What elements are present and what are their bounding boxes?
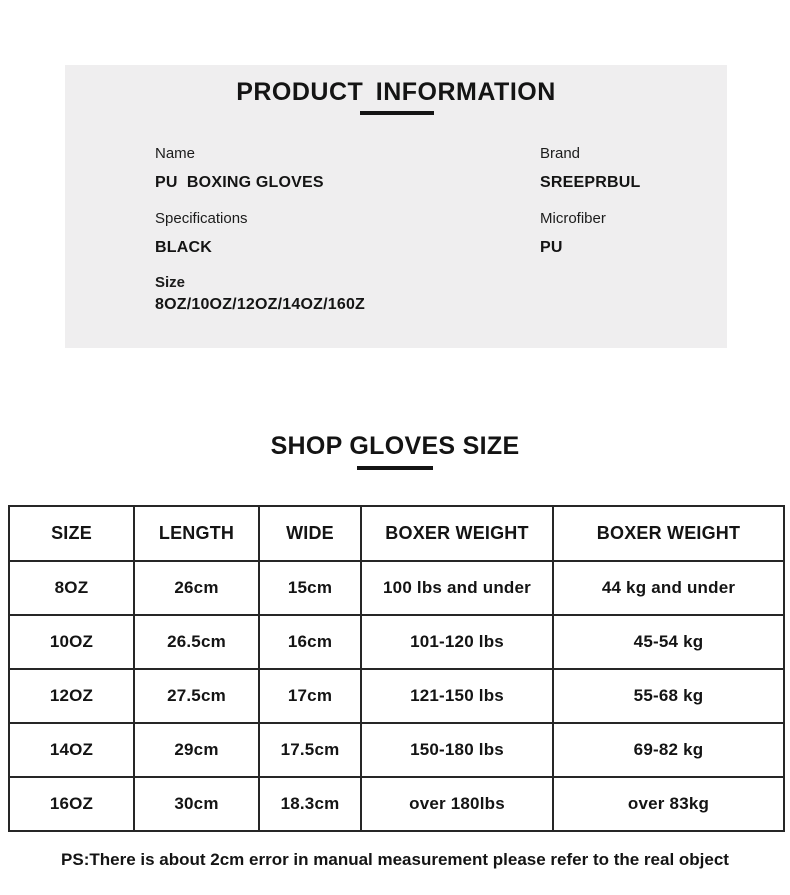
- field-value-microfiber: PU: [540, 239, 563, 256]
- table-cell-length: 29cm: [133, 722, 260, 778]
- table-header-wide: WIDE: [258, 505, 362, 562]
- table-cell-weight-kg: 69-82 kg: [552, 722, 785, 778]
- table-cell-length: 26cm: [133, 560, 260, 616]
- field-label-size: Size: [155, 274, 186, 291]
- table-cell-length: 26.5cm: [133, 614, 260, 670]
- table-cell-weight-lbs: 150-180 lbs: [360, 722, 554, 778]
- table-cell-weight-kg: over 83kg: [552, 776, 785, 832]
- size-title-underline: [357, 466, 433, 470]
- measurement-footnote: PS:There is about 2cm error in manual me…: [61, 850, 729, 869]
- table-cell-length: 27.5cm: [133, 668, 260, 724]
- table-row: 10OZ 26.5cm 16cm 101-120 lbs 45-54 kg: [8, 614, 785, 670]
- field-value-name: PU BOXING GLOVES: [155, 174, 324, 191]
- field-label-microfiber: Microfiber: [540, 210, 606, 227]
- size-section-title: SHOP GLOVES SIZE: [270, 432, 520, 460]
- table-cell-weight-lbs: 100 lbs and under: [360, 560, 554, 616]
- field-label-specifications: Specifications: [155, 210, 248, 227]
- table-cell-weight-kg: 55-68 kg: [552, 668, 785, 724]
- table-cell-size: 10OZ: [8, 614, 135, 670]
- table-cell-weight-kg: 45-54 kg: [552, 614, 785, 670]
- table-cell-length: 30cm: [133, 776, 260, 832]
- title-underline: [360, 111, 434, 115]
- size-table: SIZE LENGTH WIDE BOXER WEIGHT BOXER WEIG…: [8, 505, 785, 832]
- table-cell-size: 8OZ: [8, 560, 135, 616]
- table-row: 8OZ 26cm 15cm 100 lbs and under 44 kg an…: [8, 560, 785, 616]
- table-row: 12OZ 27.5cm 17cm 121-150 lbs 55-68 kg: [8, 668, 785, 724]
- table-cell-weight-lbs: 101-120 lbs: [360, 614, 554, 670]
- table-cell-wide: 17.5cm: [258, 722, 362, 778]
- table-header-boxer-weight-kg: BOXER WEIGHT: [552, 505, 785, 562]
- table-cell-wide: 16cm: [258, 614, 362, 670]
- table-cell-weight-kg: 44 kg and under: [552, 560, 785, 616]
- table-header-row: SIZE LENGTH WIDE BOXER WEIGHT BOXER WEIG…: [8, 505, 785, 562]
- table-cell-weight-lbs: over 180lbs: [360, 776, 554, 832]
- field-label-brand: Brand: [540, 145, 581, 162]
- field-value-size: 8OZ/10OZ/12OZ/14OZ/160Z: [155, 296, 366, 313]
- table-header-size: SIZE: [8, 505, 135, 562]
- product-info-title: PRODUCT INFORMATION: [236, 78, 556, 106]
- table-header-boxer-weight-lbs: BOXER WEIGHT: [360, 505, 554, 562]
- product-info-panel: PRODUCT INFORMATION Name PU BOXING GLOVE…: [65, 65, 727, 348]
- table-cell-wide: 18.3cm: [258, 776, 362, 832]
- table-cell-size: 12OZ: [8, 668, 135, 724]
- table-cell-size: 14OZ: [8, 722, 135, 778]
- table-row: 16OZ 30cm 18.3cm over 180lbs over 83kg: [8, 776, 785, 832]
- table-header-length: LENGTH: [133, 505, 260, 562]
- table-cell-size: 16OZ: [8, 776, 135, 832]
- field-label-name: Name: [155, 145, 196, 162]
- field-value-specifications: BLACK: [155, 239, 212, 256]
- table-row: 14OZ 29cm 17.5cm 150-180 lbs 69-82 kg: [8, 722, 785, 778]
- field-value-brand: SREEPRBUL: [540, 174, 641, 191]
- table-cell-wide: 17cm: [258, 668, 362, 724]
- table-cell-weight-lbs: 121-150 lbs: [360, 668, 554, 724]
- table-cell-wide: 15cm: [258, 560, 362, 616]
